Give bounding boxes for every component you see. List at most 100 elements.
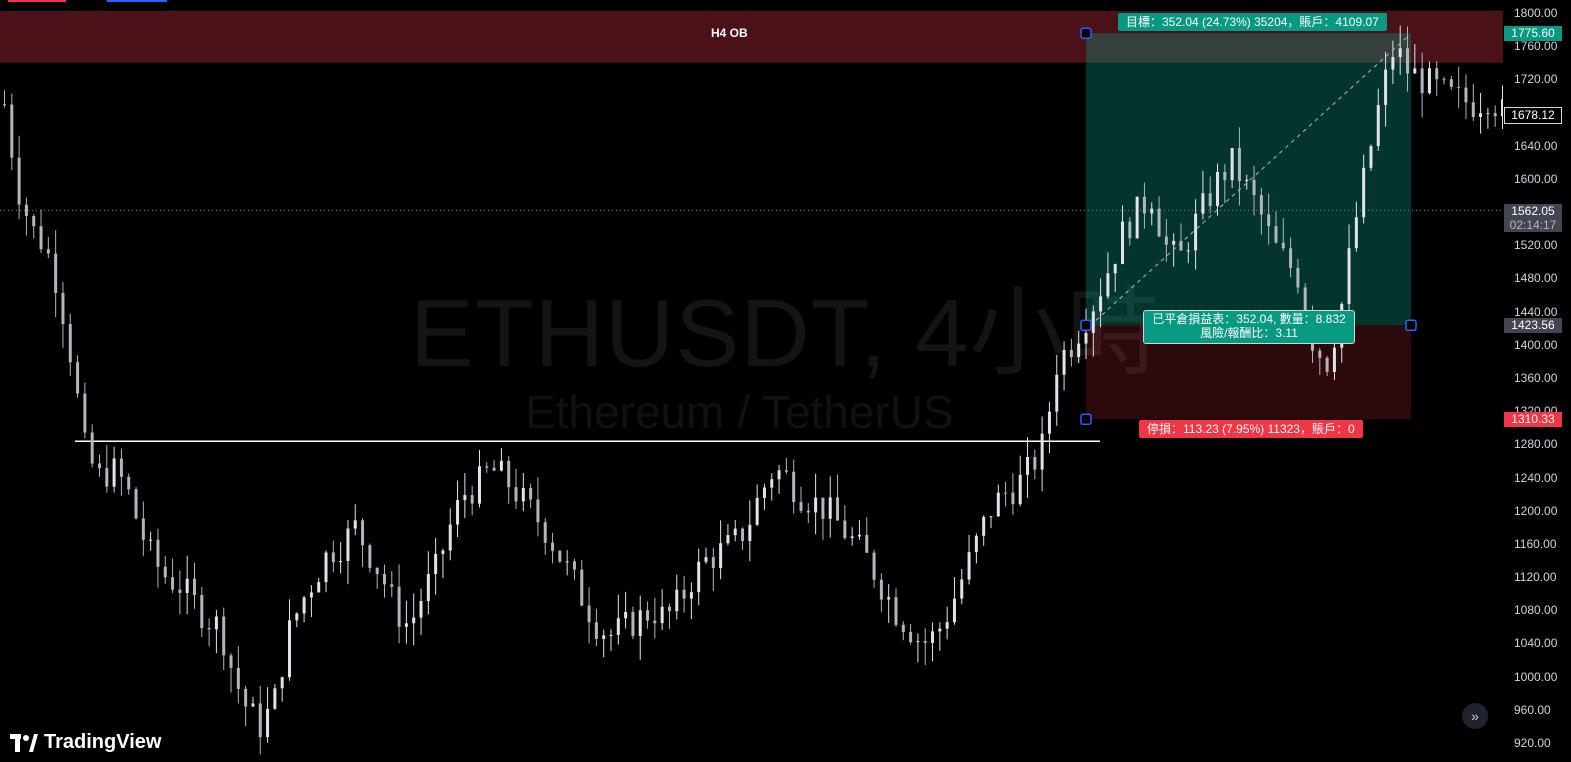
candle-body: [792, 471, 796, 503]
candle-body: [1237, 147, 1241, 182]
candle-body: [1369, 146, 1373, 168]
price-tick-label: 1200.00: [1514, 503, 1558, 518]
candle-body: [119, 458, 123, 477]
price-chart[interactable]: [0, 0, 1503, 762]
candle-body: [967, 552, 971, 580]
candle-body: [551, 542, 555, 551]
candle-body: [741, 528, 745, 542]
candle-body: [1464, 87, 1468, 103]
candle-body: [112, 458, 116, 487]
candle-body: [17, 157, 21, 205]
candle-body: [1055, 374, 1059, 412]
candle-body: [894, 597, 898, 625]
candle-body: [1040, 433, 1044, 470]
candle-body: [46, 249, 50, 254]
price-tick-label: 1720.00: [1514, 72, 1558, 87]
candle-body: [1376, 105, 1380, 147]
candle-body: [960, 579, 964, 599]
candle-body: [1420, 68, 1424, 94]
candle-body: [1033, 457, 1037, 470]
candle-body: [770, 479, 774, 488]
candle-body: [368, 545, 372, 568]
candle-body: [711, 557, 715, 569]
candle-body: [1164, 236, 1168, 245]
price-tick-label: 1000.00: [1514, 669, 1558, 684]
candle-body: [646, 610, 650, 621]
candle-body: [127, 476, 131, 490]
candle-body: [1018, 474, 1022, 505]
candle-body: [1354, 217, 1358, 249]
drag-handle[interactable]: [1080, 413, 1092, 425]
candle-body: [1413, 68, 1417, 74]
candle-body: [346, 528, 350, 561]
tradingview-logo-icon: [10, 733, 38, 752]
candle-body: [989, 516, 993, 518]
candle-body: [419, 601, 423, 618]
ob-zone-label: H4 OB: [711, 26, 748, 40]
candle-body: [1442, 79, 1446, 81]
price-tick-label: 1520.00: [1514, 238, 1558, 253]
candle-body: [1194, 213, 1198, 251]
candle-body: [1406, 48, 1410, 74]
chevrons-right-icon[interactable]: »: [1462, 703, 1488, 729]
candle-body: [353, 520, 357, 529]
candle-body: [39, 226, 43, 250]
candle-body: [624, 611, 628, 619]
candle-body: [748, 524, 752, 542]
candle-body: [638, 610, 642, 636]
candle-body: [1062, 349, 1066, 375]
candle-body: [777, 470, 781, 480]
candle-body: [909, 632, 913, 643]
candle-body: [594, 622, 598, 639]
candle-body: [887, 597, 891, 600]
candle-body: [1449, 79, 1453, 87]
risk-reward-line: 風險/報酬比：3.11: [1200, 326, 1298, 340]
candle-body: [266, 708, 270, 738]
stop-price-tag: 1310.33: [1504, 412, 1562, 427]
candle-body: [945, 622, 949, 629]
toolbar-stub-left: [8, 0, 66, 2]
candle-body: [1245, 179, 1249, 182]
watermark-symbol: ETHUSDT, 4小時: [410, 280, 1164, 387]
candle-body: [1216, 171, 1220, 207]
candle-body: [901, 624, 905, 633]
candle-body: [857, 534, 861, 537]
candle-body: [339, 560, 343, 563]
candle-body: [565, 561, 569, 563]
candle-body: [1398, 48, 1402, 58]
candle-body: [397, 586, 401, 627]
candle-body: [68, 324, 72, 363]
candle-body: [879, 579, 883, 600]
price-tick-label: 1160.00: [1514, 536, 1557, 551]
drag-handle[interactable]: [1080, 319, 1092, 332]
price-tick-label: 1440.00: [1514, 304, 1558, 319]
candle-body: [558, 550, 562, 562]
drag-handle[interactable]: [1080, 27, 1092, 39]
price-axis[interactable]: [1503, 0, 1571, 762]
candle-body: [244, 688, 248, 707]
drag-handle[interactable]: [1405, 319, 1417, 332]
candle-body: [719, 543, 723, 569]
candle-body: [3, 104, 6, 106]
price-tick-label: 1120.00: [1514, 570, 1557, 585]
candle-body: [499, 460, 503, 471]
candle-body: [375, 567, 379, 575]
candle-body: [1208, 193, 1212, 207]
candle-body: [1069, 349, 1073, 358]
high-price-tag: 1678.12: [1504, 107, 1562, 124]
candle-body: [273, 688, 277, 709]
candle-body: [836, 497, 840, 521]
candle-body: [485, 466, 489, 468]
candle-body: [185, 578, 189, 593]
candle-body: [1186, 250, 1190, 252]
candle-body: [192, 578, 196, 596]
candle-body: [1121, 221, 1125, 264]
candle-body: [1435, 68, 1439, 80]
candle-body: [514, 487, 518, 502]
stop-loss-label: 停損：113.23 (7.95%) 11323，賬戶：0: [1139, 420, 1363, 438]
candle-body: [1084, 332, 1088, 344]
candle-body: [309, 592, 313, 598]
candle-body: [982, 516, 986, 536]
candle-body: [1179, 240, 1183, 251]
